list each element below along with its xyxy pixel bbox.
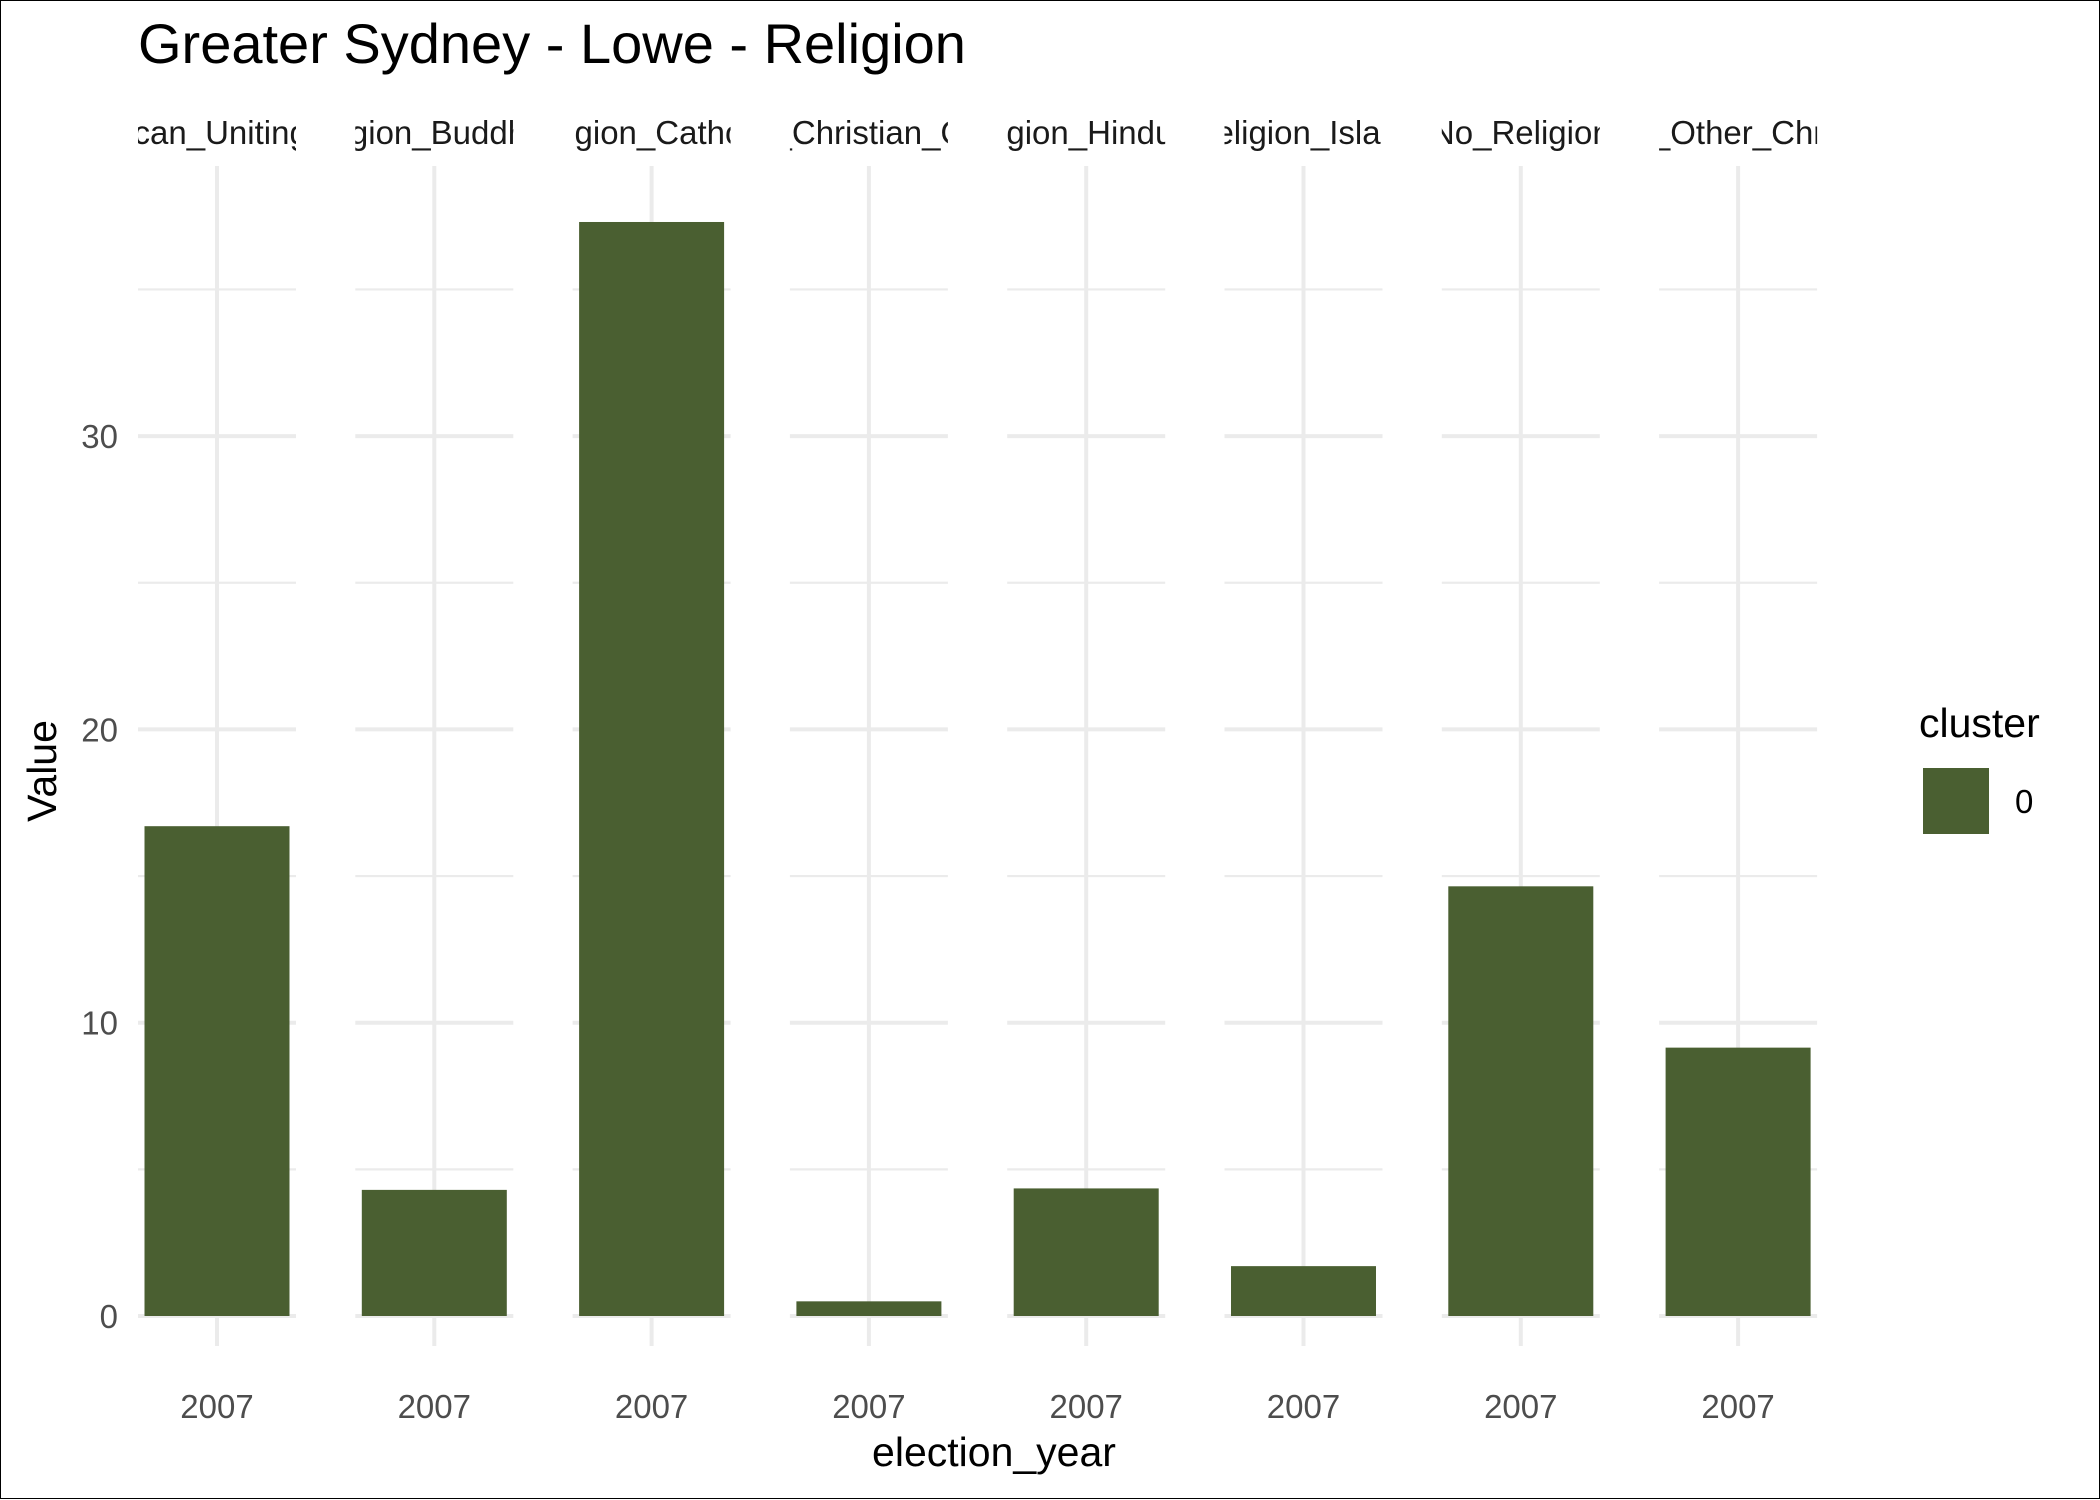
legend-key-0 <box>1923 768 1989 834</box>
y-axis-title: Value <box>19 720 65 822</box>
facet-strip-label: _Christian_C <box>773 114 965 151</box>
x-tick-label: 2007 <box>1484 1388 1557 1425</box>
y-tick-label: 0 <box>100 1298 118 1335</box>
y-tick-label: 10 <box>81 1005 118 1042</box>
facet-panel: _Christian_C 2007 <box>773 114 965 1425</box>
facet-strip-label: No_Religion <box>1431 114 1611 151</box>
bar <box>796 1301 942 1316</box>
y-axis-ticks: 0 10 20 30 <box>81 418 118 1335</box>
facet-panel: No_Religion 2007 <box>1431 114 1611 1425</box>
facet-panels: ican_Uniting2007igion_Buddh2007ligion_Ca… <box>126 114 1824 1425</box>
bar <box>579 221 725 1317</box>
facet-panel: ligion_Catho 2007 <box>560 114 743 1425</box>
x-tick-label: 2007 <box>398 1388 471 1425</box>
bar <box>1448 886 1594 1316</box>
legend-label-0: 0 <box>2015 783 2033 820</box>
legend: cluster 0 <box>1919 700 2040 834</box>
x-tick-label: 2007 <box>615 1388 688 1425</box>
x-tick-label: 2007 <box>1267 1388 1340 1425</box>
facet-panel: _Other_Chr 2007 <box>1651 114 1824 1425</box>
bar <box>1013 1188 1159 1316</box>
facet-strip-label: _Other_Chr <box>1651 114 1824 151</box>
facet-strip-label: igion_Hindu <box>999 114 1173 151</box>
x-tick-label: 2007 <box>1049 1388 1122 1425</box>
x-axis-title: election_year <box>872 1429 1116 1475</box>
chart-title: Greater Sydney - Lowe - Religion <box>138 12 966 75</box>
x-tick-label: 2007 <box>1701 1388 1774 1425</box>
y-tick-label: 20 <box>81 711 118 748</box>
bar <box>144 826 290 1316</box>
legend-title: cluster <box>1919 700 2040 746</box>
facet-strip-label: eligion_Islar <box>1215 114 1391 151</box>
facet-panel: eligion_Islar 2007 <box>1215 114 1391 1425</box>
x-tick-label: 2007 <box>832 1388 905 1425</box>
bar <box>361 1189 507 1316</box>
bar <box>1231 1266 1376 1316</box>
facet-strip-label: igion_Buddh <box>343 114 527 151</box>
facet-panel: ican_Uniting 2007 <box>126 114 308 1425</box>
x-tick-label: 2007 <box>180 1388 253 1425</box>
facet-strip-label: ligion_Catho <box>560 114 743 151</box>
y-tick-label: 30 <box>81 418 118 455</box>
facet-panel: igion_Buddh 2007 <box>343 114 527 1425</box>
facet-strip-label: ican_Uniting <box>126 114 308 151</box>
facet-panel: igion_Hindu 2007 <box>999 114 1173 1425</box>
bar <box>1665 1047 1811 1316</box>
